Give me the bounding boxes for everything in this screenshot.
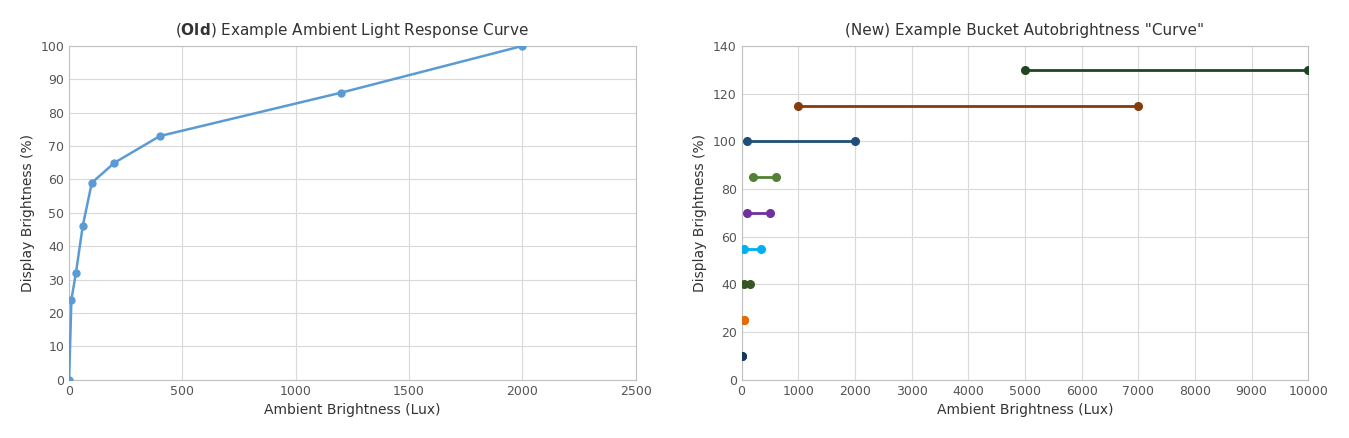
Y-axis label: Display Brightness (%): Display Brightness (%) (693, 134, 707, 292)
X-axis label: Ambient Brightness (Lux): Ambient Brightness (Lux) (936, 403, 1113, 417)
Y-axis label: Display Brightness (%): Display Brightness (%) (20, 134, 35, 292)
Title: (New) Example Bucket Autobrightness "Curve": (New) Example Bucket Autobrightness "Cur… (846, 23, 1205, 38)
X-axis label: Ambient Brightness (Lux): Ambient Brightness (Lux) (264, 403, 441, 417)
Title: ($\bf{Old}$) Example Ambient Light Response Curve: ($\bf{Old}$) Example Ambient Light Respo… (175, 21, 529, 40)
